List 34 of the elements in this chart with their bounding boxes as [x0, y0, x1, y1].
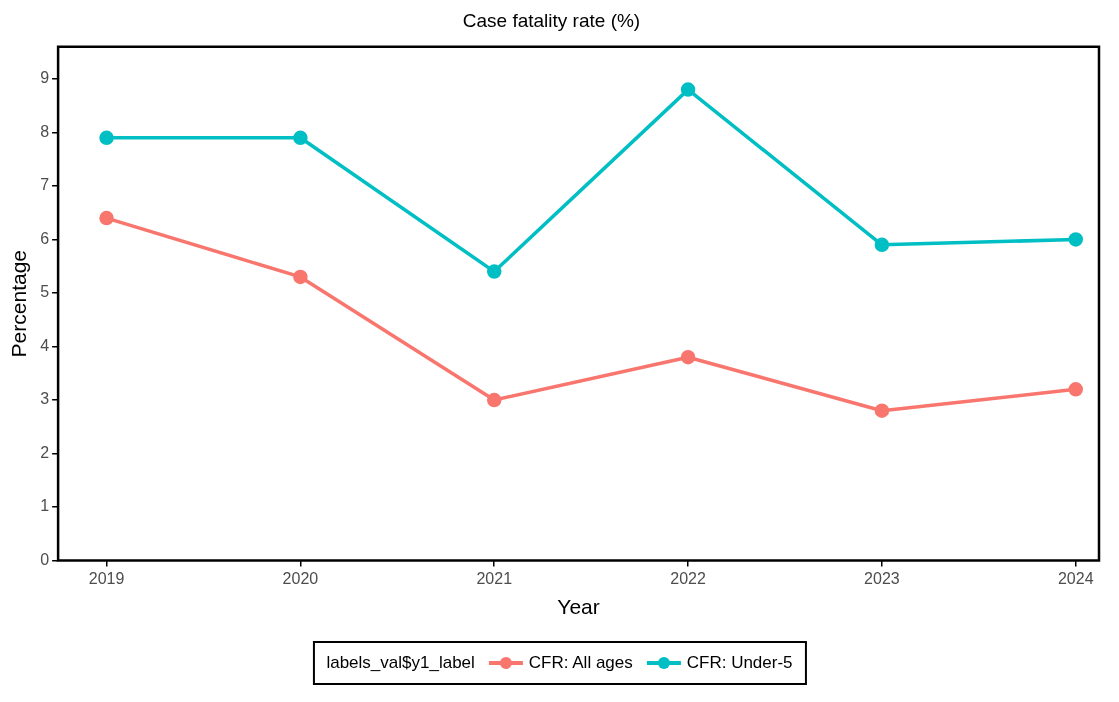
point — [1068, 382, 1083, 397]
point — [486, 392, 502, 408]
x-tick-label: 2023 — [864, 569, 900, 587]
x-tick-label: 2021 — [476, 569, 513, 587]
point — [680, 82, 696, 97]
point — [99, 130, 114, 146]
y-tick-label: 0 — [40, 551, 50, 569]
y-tick-label: 4 — [40, 336, 50, 354]
point — [874, 237, 890, 253]
y-axis-title: Percentage — [7, 249, 31, 358]
point — [293, 130, 308, 146]
x-tick-label: 2022 — [670, 569, 706, 587]
y-tick-label: 5 — [40, 283, 50, 301]
legend-label: CFR: Under-5 — [686, 653, 793, 673]
chart-title: Case fatality rate (%) — [462, 9, 641, 31]
point — [293, 269, 308, 285]
x-axis-title: Year — [557, 595, 600, 619]
point — [1068, 232, 1083, 247]
y-tick-label: 7 — [40, 176, 50, 194]
y-tick-label: 6 — [40, 229, 50, 247]
y-tick-label: 3 — [40, 390, 50, 408]
point — [680, 349, 696, 365]
y-tick-label: 8 — [40, 122, 50, 140]
x-tick-label: 2019 — [88, 569, 125, 587]
x-tick-label: 2024 — [1057, 569, 1094, 587]
y-tick-label: 2 — [40, 443, 50, 461]
y-tick-label: 1 — [40, 497, 50, 515]
legend-label: CFR: All ages — [528, 653, 633, 673]
point — [99, 210, 114, 226]
point — [874, 403, 890, 418]
y-tick-label: 9 — [40, 69, 50, 87]
legend-title: labels_val$y1_label — [326, 653, 475, 673]
x-tick-label: 2020 — [282, 569, 319, 587]
point — [486, 264, 502, 279]
